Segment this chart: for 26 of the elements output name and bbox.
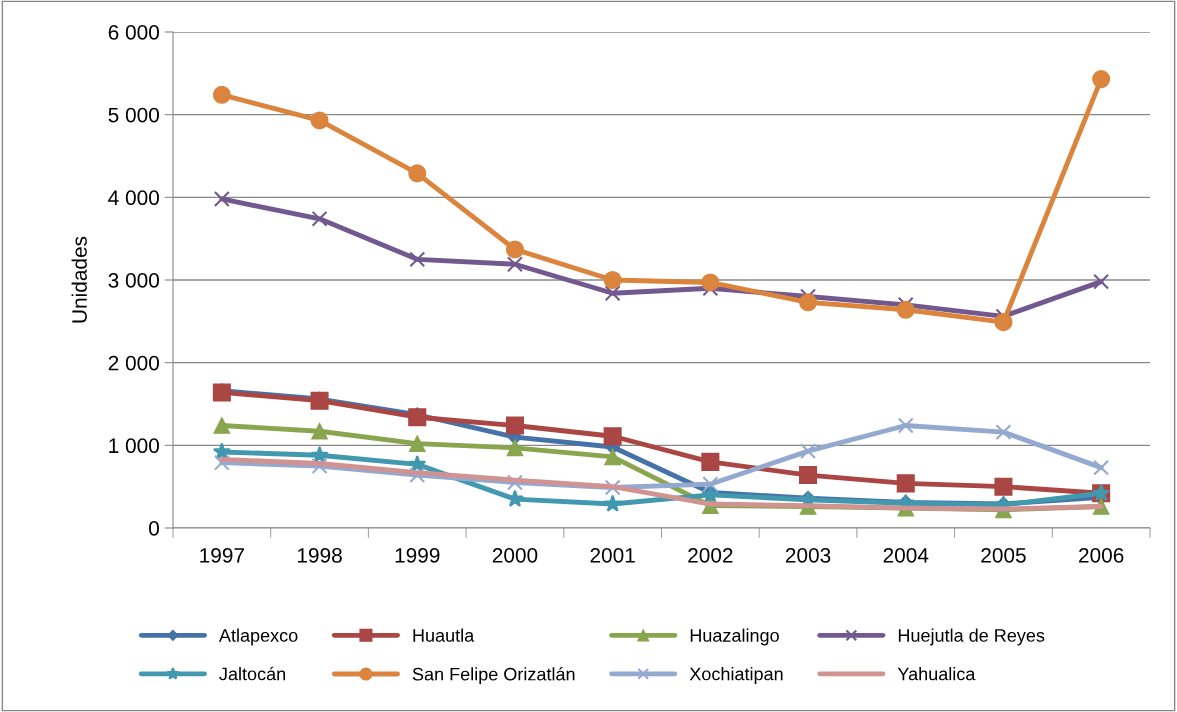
x-tick-label: 2000 [492,547,538,563]
y-tick-label: 1 000 [109,438,159,454]
legend-label: Atlapexco [218,628,298,646]
x-tick-label: 1997 [200,547,244,563]
y-axis-title: Unidades [71,236,87,323]
x-tick-label: 2003 [785,547,831,563]
y-tick-label: 4 000 [108,190,159,206]
legend-label: Jaltocán [219,666,286,681]
x-tick-label: 2001 [590,547,635,563]
x-tick-label: 1999 [395,547,440,563]
legend-label: Xochiatipan [689,667,783,684]
legend-label: Huautla [413,628,475,642]
x-tick-label: 2004 [883,547,929,563]
x-tick-label: 1998 [297,547,342,563]
legend-label: Huazalingo [690,628,779,646]
y-tick-label: 2 000 [108,355,159,371]
x-tick-label: 2002 [688,547,733,563]
x-tick-label: 2006 [1079,547,1124,563]
y-tick-label: 3 000 [108,273,159,288]
legend-label: Huejutla de Reyes [898,628,1045,646]
x-tick-label: 2005 [981,547,1026,563]
legend-label: San Felipe Orizatlán [412,667,575,685]
y-tick-label: 5 000 [108,107,159,123]
y-tick-label: 0 [149,521,159,536]
legend-label: Yahualica [897,667,976,681]
y-tick-label: 6 000 [108,25,159,40]
